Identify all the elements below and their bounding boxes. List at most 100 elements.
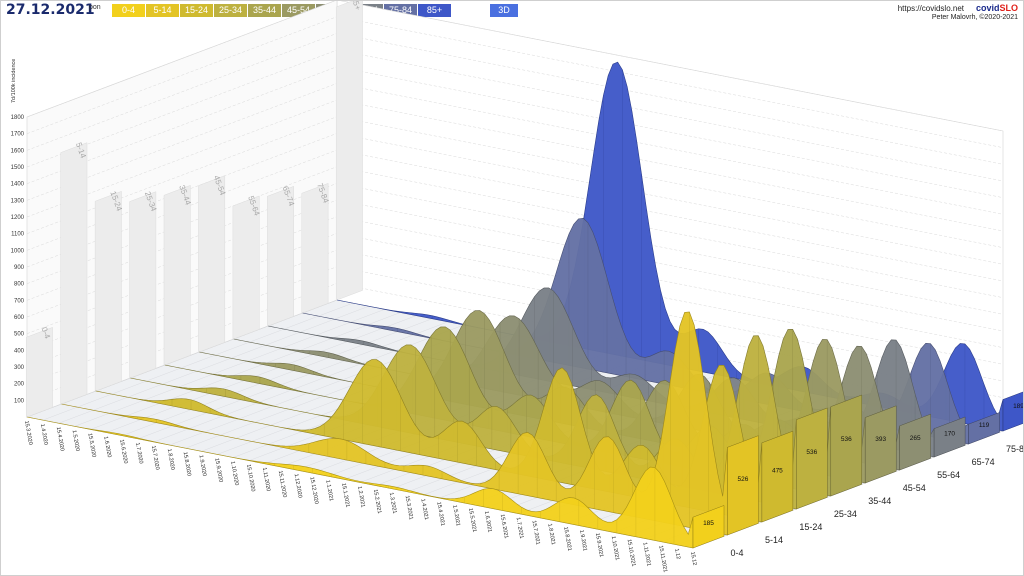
floor-grid-line — [106, 315, 417, 433]
x-date-label: 1.4.2020 — [39, 423, 49, 445]
x-date-label: 15.4.2020 — [55, 427, 65, 452]
y-tick-label: 1100 — [11, 232, 25, 238]
weekday-label: pon — [89, 4, 101, 11]
brand-accent: SLO — [999, 3, 1018, 13]
current-bar-45-54 — [864, 405, 897, 484]
x-date-label: 1.10.2021 — [610, 536, 620, 561]
group-axis-label: 15-24 — [799, 522, 822, 532]
x-date-label: 15.11.2021 — [657, 545, 668, 573]
ribbon-0-4 — [26, 416, 694, 549]
x-date-label: 1.11.2021 — [641, 542, 651, 567]
y-tick-label: 1300 — [11, 198, 25, 204]
group-axis-label: 55-64 — [937, 470, 960, 480]
y-tick-label: 500 — [14, 332, 25, 338]
y-tick-label: 800 — [14, 282, 25, 288]
x-axis-date-labels: 15.3.2020 1.4.2020 15.4.2020 1.5.2020 15.5.2… — [23, 420, 697, 573]
current-value-bars: 185 526 475 536 536 393 265 170 119 189 — [692, 391, 1024, 549]
y-tick-label: 1800 — [11, 115, 25, 121]
x-date-label: 1.6.2021 — [483, 511, 493, 533]
x-date-label: 1.9.2020 — [197, 455, 207, 477]
x-date-label: 15.11.2020 — [277, 470, 288, 498]
current-bar-5-14 — [727, 435, 759, 536]
author-credit: Peter Malovrh, ©2020-2021 — [931, 14, 1018, 21]
current-value-label: 475 — [772, 468, 783, 475]
x-date-label: 15.5.2020 — [86, 433, 96, 458]
floor-grid-line — [137, 321, 449, 440]
current-bar-15-24 — [761, 430, 794, 523]
peak-bar-55-64 — [232, 195, 260, 340]
y-tick-label: 1400 — [11, 182, 25, 188]
x-date-label: 1.10.2020 — [229, 461, 239, 486]
age-chip-85+[interactable]: 85+ — [418, 4, 451, 17]
x-date-label: 15.4.2021 — [435, 501, 445, 526]
peak-bar-75-84 — [301, 182, 329, 314]
y-tick-label: 1500 — [11, 165, 25, 171]
series-ribbons — [26, 61, 1004, 549]
x-date-label: 1.8.2021 — [546, 523, 556, 545]
group-axis-label: 75-84 — [1006, 444, 1024, 454]
age-chip-5-14[interactable]: 5-14 — [146, 4, 179, 17]
y-tick-label: 600 — [14, 315, 25, 321]
age-chip-15-24[interactable]: 15-24 — [180, 4, 213, 17]
x-date-label: 15.5.2021 — [467, 508, 477, 533]
x-date-label: 1.8.2020 — [166, 448, 176, 470]
y-axis-label: 7d/100k incidence — [11, 59, 17, 103]
y-tick-label: 1600 — [11, 148, 25, 154]
peak-bar-25-34 — [129, 191, 157, 379]
x-date-label: 15.8.2020 — [182, 451, 192, 476]
floor-grid-line — [74, 309, 385, 427]
mode-3d-button[interactable]: 3D — [490, 4, 518, 17]
report-date: 27.12.2021 — [6, 2, 95, 18]
current-value-label: 526 — [738, 476, 749, 483]
x-date-label: 15.8.2021 — [562, 526, 572, 551]
x-date-label: 15.1.2021 — [340, 483, 350, 508]
x-date-label: 15.2.2021 — [372, 489, 382, 514]
brand-main: covid — [975, 3, 1000, 13]
floor-grid-line — [42, 302, 353, 421]
brand-logo: covidSLO — [976, 3, 1018, 13]
peak-bar-0-4 — [25, 326, 53, 418]
peak-bar-85+ — [335, 0, 363, 301]
x-date-label: 1.5.2021 — [451, 505, 461, 527]
current-value-label: 189 — [1013, 403, 1024, 410]
y-tick-label: 200 — [14, 382, 25, 388]
x-date-label: 1.6.2020 — [102, 436, 112, 458]
peak-bar-label: 85+ — [350, 0, 363, 12]
y-tick-label: 300 — [14, 365, 25, 371]
current-value-label: 170 — [944, 431, 955, 438]
age-chip-0-4[interactable]: 0-4 — [112, 4, 145, 17]
x-date-label: 15.12 — [689, 551, 697, 566]
x-date-label: 1.3.2021 — [388, 492, 398, 514]
y-tick-label: 900 — [14, 265, 25, 271]
x-date-label: 15.10.2021 — [626, 539, 637, 567]
x-date-label: 1.12.2020 — [293, 473, 303, 498]
current-value-label: 393 — [875, 436, 886, 443]
x-date-label: 15.12.2020 — [308, 476, 319, 504]
x-date-label: 1.7.2021 — [515, 517, 525, 539]
group-axis-label: 0-4 — [731, 548, 744, 558]
age-chip-35-44[interactable]: 35-44 — [248, 4, 281, 17]
peak-bar-65-74 — [267, 185, 294, 327]
y-tick-label: 400 — [14, 348, 25, 354]
current-value-label: 119 — [979, 422, 990, 429]
y-axis: 100 200 300 400 500 600 700 800 900 1000 1100 1200 1… — [11, 59, 25, 405]
x-date-label: 15.3.2021 — [404, 495, 414, 520]
x-date-label: 1.5.2020 — [71, 430, 81, 452]
group-axis-label: 5-14 — [765, 535, 783, 545]
group-axis-label: 25-34 — [834, 509, 857, 519]
age-chip-25-34[interactable]: 25-34 — [214, 4, 247, 17]
x-date-label: 15.9.2020 — [213, 458, 223, 483]
x-date-label: 15.6.2020 — [118, 439, 128, 464]
site-url[interactable]: https://covidslo.net — [897, 4, 964, 13]
current-value-label: 536 — [841, 436, 852, 443]
age-group-axis-labels: 0-4 5-14 15-24 25-34 35-44 45-54 55-64 65-74 75-… — [731, 444, 1024, 558]
x-date-label: 15.7.2020 — [150, 445, 160, 470]
x-date-label: 15.9.2021 — [594, 533, 604, 558]
floor-grid-line — [153, 324, 464, 443]
y-tick-label: 700 — [14, 298, 25, 304]
group-axis-label: 65-74 — [972, 457, 995, 467]
current-value-label: 185 — [703, 520, 714, 527]
x-date-label: 1.1.2021 — [324, 480, 334, 502]
